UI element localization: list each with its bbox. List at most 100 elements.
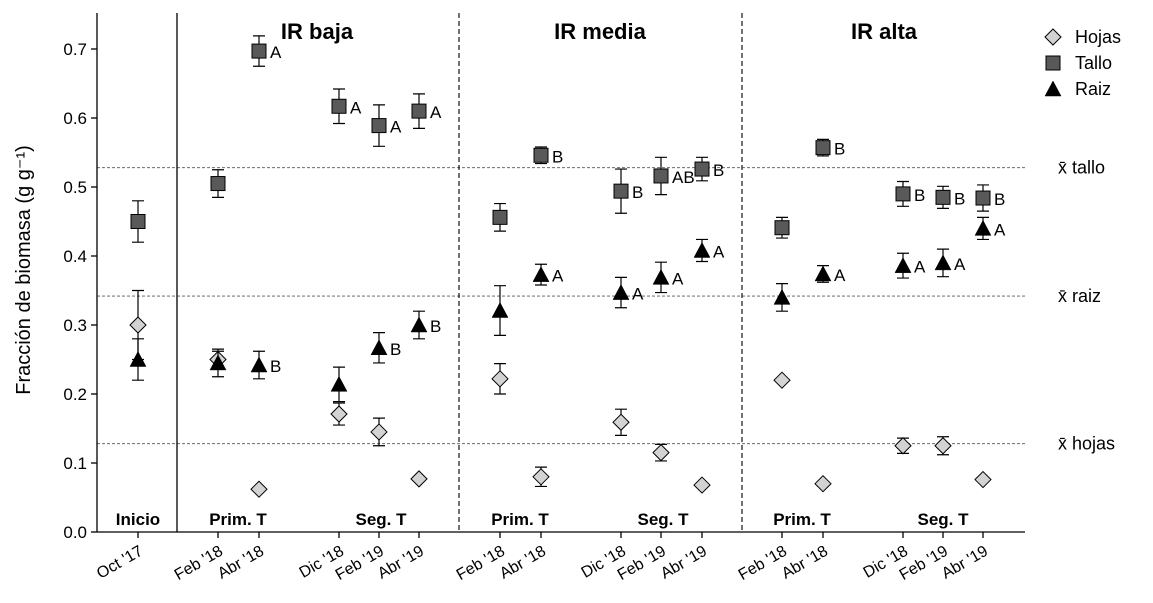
panel-bottom-label: Inicio — [116, 510, 160, 529]
significance-letter: B — [390, 340, 401, 359]
panel-bottom-label: Seg. T — [637, 510, 689, 529]
marker-raiz — [652, 268, 670, 285]
significance-letter: A — [954, 255, 966, 274]
series-hojas — [129, 289, 992, 498]
significance-letter: B — [914, 186, 925, 205]
significance-letter: AB — [672, 168, 695, 187]
y-tick-label: 0.7 — [63, 40, 87, 59]
marker-hojas — [129, 316, 147, 334]
marker-raiz — [370, 339, 388, 356]
marker-raiz — [491, 301, 509, 318]
significance-letter: B — [713, 161, 724, 180]
marker-tallo — [774, 220, 790, 236]
marker-hojas — [814, 474, 832, 493]
marker-raiz — [974, 219, 992, 236]
panel-title-1: IR baja — [281, 19, 354, 44]
y-tick-label: 0.0 — [63, 523, 87, 542]
marker-raiz — [934, 254, 952, 271]
marker-tallo — [251, 43, 267, 59]
marker-raiz — [693, 241, 711, 258]
y-tick-label: 0.6 — [63, 109, 87, 128]
marker-tallo — [411, 103, 427, 119]
panel-bottom-label: Prim. T — [209, 510, 267, 529]
marker-tallo — [653, 168, 669, 184]
ref-line-label-2: x̄ hojas — [1058, 434, 1115, 454]
marker-raiz — [330, 375, 348, 392]
marker-hojas — [491, 370, 509, 388]
significance-letter: A — [713, 242, 725, 261]
x-tick-label: Abr '19 — [939, 543, 991, 583]
marker-hojas — [934, 437, 952, 455]
marker-hojas — [773, 371, 791, 389]
legend-label-tallo: Tallo — [1075, 53, 1112, 73]
panel-bottom-label: Prim. T — [773, 510, 831, 529]
marker-raiz — [532, 266, 550, 282]
marker-raiz — [209, 354, 227, 371]
marker-hojas — [532, 468, 550, 486]
marker-tallo — [331, 98, 347, 114]
significance-letter: B — [270, 357, 281, 376]
marker-raiz — [894, 257, 912, 273]
x-tick-label: Abr '18 — [779, 543, 831, 583]
marker-hojas — [894, 437, 912, 455]
legend: Hojas Tallo Raiz — [1044, 27, 1121, 99]
marker-tallo — [694, 161, 710, 177]
marker-hojas — [612, 413, 630, 431]
marker-tallo — [130, 214, 146, 229]
legend-marker-raiz — [1044, 80, 1062, 97]
marker-tallo — [533, 147, 549, 163]
y-axis-label-group: Fracción de biomasa (g g⁻¹) — [13, 145, 35, 395]
significance-letter: A — [994, 220, 1006, 239]
x-tick-label: Feb '18 — [172, 543, 226, 584]
significance-letter: B — [632, 183, 643, 202]
x-tick-label: Abr '18 — [215, 543, 267, 583]
significance-letter: A — [552, 267, 564, 286]
legend-label-raiz: Raiz — [1075, 79, 1111, 99]
x-tick-label: Abr '19 — [375, 543, 427, 583]
panel-titles: Inicio IR baja Prim. T Seg. T IR media Prim. … — [116, 19, 969, 529]
ref-line-label-0: x̄ tallo — [1058, 158, 1105, 178]
significance-letter: B — [994, 190, 1005, 209]
significance-letter: B — [834, 140, 845, 159]
significance-letter: A — [834, 266, 846, 285]
marker-raiz — [410, 316, 428, 333]
significance-letter: A — [390, 118, 402, 137]
marker-raiz — [129, 350, 147, 367]
marker-hojas — [250, 480, 268, 498]
marker-hojas — [330, 405, 348, 423]
panel-title-2: IR media — [554, 19, 646, 44]
marker-hojas — [370, 423, 388, 441]
panel-title-3: IR alta — [851, 19, 918, 44]
marker-hojas — [410, 470, 428, 488]
x-tick-label: Feb '18 — [736, 543, 790, 584]
significance-letter: A — [270, 43, 282, 62]
significance-letter: A — [914, 258, 926, 277]
marker-tallo — [975, 190, 991, 206]
significance-letter: B — [954, 189, 965, 208]
y-tick-label: 0.1 — [63, 454, 87, 473]
significance-letter: A — [632, 285, 644, 304]
marker-tallo — [815, 140, 831, 156]
marker-tallo — [613, 183, 629, 199]
marker-raiz — [250, 356, 268, 373]
significance-letter: A — [350, 98, 362, 117]
marker-tallo — [895, 186, 911, 202]
x-tick-label: Oct '17 — [94, 543, 146, 583]
significance-letter: B — [430, 317, 441, 336]
panel-bottom-label: Seg. T — [917, 510, 969, 529]
y-axis-label: Fracción de biomasa (g g⁻¹) — [13, 145, 35, 395]
x-tick-label: Feb '18 — [454, 543, 508, 584]
marker-raiz — [814, 265, 832, 282]
y-tick-label: 0.2 — [63, 385, 87, 404]
marker-raiz — [612, 284, 630, 300]
marker-tallo — [492, 209, 508, 225]
x-tick-label: Abr '19 — [658, 543, 710, 583]
panel-bottom-label: Prim. T — [491, 510, 549, 529]
marker-hojas — [693, 476, 711, 494]
legend-marker-hojas — [1044, 28, 1062, 46]
marker-tallo — [935, 189, 951, 205]
significance-letter: B — [552, 147, 563, 166]
